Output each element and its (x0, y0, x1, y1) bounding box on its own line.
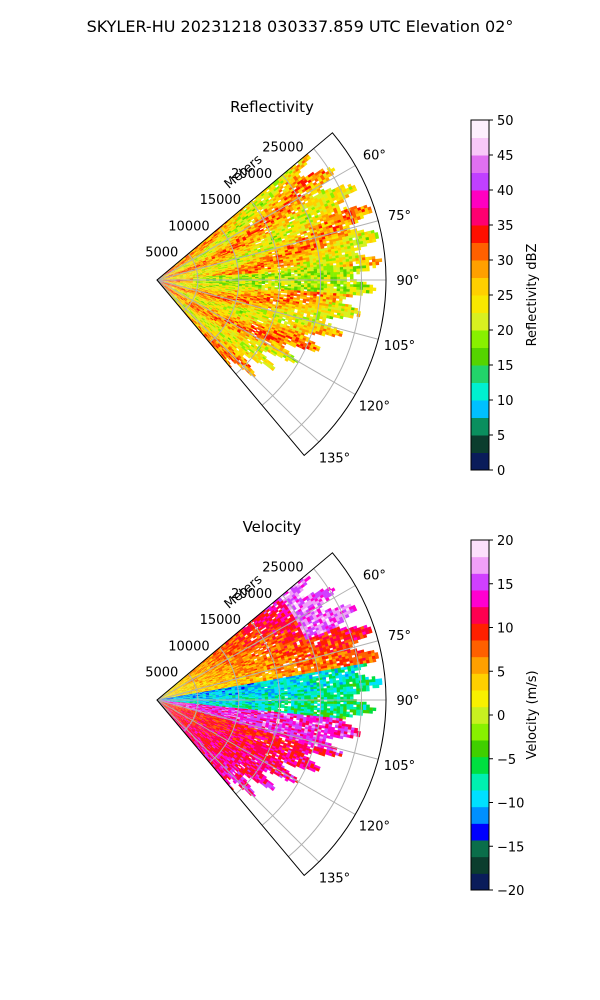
radar-cell (302, 301, 306, 304)
radar-cell (347, 274, 351, 277)
radar-cell (363, 290, 367, 293)
radar-cell (284, 294, 288, 297)
radar-cell (363, 268, 367, 271)
radar-cell (366, 290, 370, 294)
radar-cell (300, 296, 304, 299)
radar-cell (306, 299, 310, 302)
radar-cell (356, 261, 360, 265)
figure-suptitle: SKYLER-HU 20231218 030337.859 UTC Elevat… (87, 17, 514, 36)
radar-cell (369, 290, 373, 294)
radar-cell (242, 277, 246, 278)
radar-cell (284, 291, 288, 293)
radar-cell (294, 272, 298, 274)
radar-cell (275, 284, 279, 286)
radar-cell (372, 239, 376, 243)
radar-cell (291, 270, 295, 272)
radar-cell (369, 262, 373, 266)
radar-cell (324, 277, 328, 280)
radar-cell (294, 294, 298, 297)
radar-cell (268, 271, 272, 273)
radar-cell (262, 282, 266, 284)
radar-cell (346, 294, 350, 297)
radar-cell (281, 291, 285, 293)
radar-cell (282, 318, 286, 321)
radar-cell (334, 284, 338, 287)
radar-cell (340, 316, 344, 320)
radar-cell (265, 281, 269, 283)
radar-cell (265, 287, 269, 289)
radar-cell (333, 260, 337, 263)
radar-cell (301, 277, 305, 279)
radar-cell (343, 296, 347, 299)
radar-cell (341, 250, 345, 253)
radar-cell (363, 243, 367, 247)
radar-cell (366, 268, 370, 272)
radar-cell (297, 290, 301, 293)
radar-cell (378, 258, 382, 262)
radar-cell (352, 258, 356, 261)
radar-cell (285, 283, 289, 285)
radar-cell (307, 293, 311, 296)
radar-cell (356, 292, 360, 295)
radar-cell (356, 271, 360, 274)
radar-cell (336, 296, 340, 299)
radar-cell (349, 294, 353, 297)
radar-cells (157, 154, 382, 377)
radar-cell (375, 262, 379, 266)
radar-cell (372, 265, 376, 269)
radar-cell (340, 282, 344, 285)
radar-cell (353, 269, 357, 272)
radar-cell (272, 253, 276, 256)
radar-cell (375, 235, 379, 239)
radar-cell (304, 287, 308, 290)
radar-cell (353, 292, 357, 295)
panel-title: Reflectivity (230, 98, 314, 116)
reflectivity-panel: Reflectivity50001000015000200002500060°7… (145, 98, 540, 479)
radar-cell (373, 288, 377, 292)
radar-cell (350, 315, 354, 319)
radar-cell (368, 257, 372, 261)
